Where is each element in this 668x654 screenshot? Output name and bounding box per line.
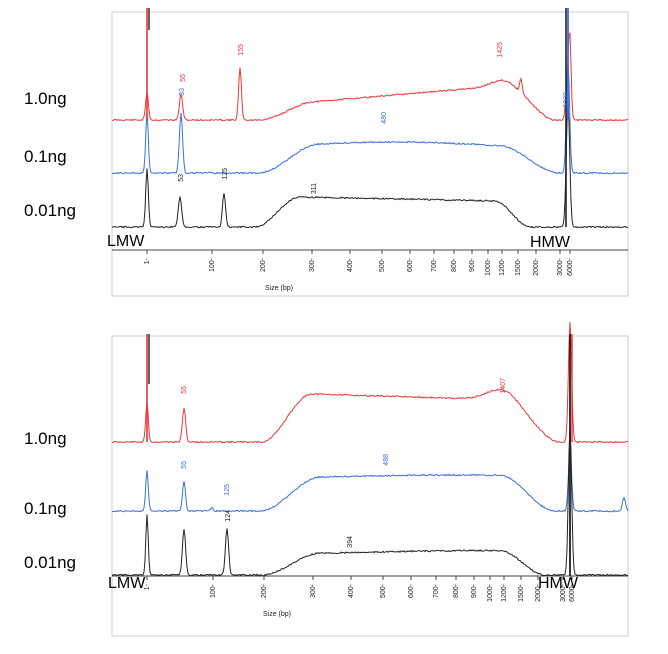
concentration-label: 1.0ng	[24, 429, 67, 448]
x-tick-label: 500-	[380, 583, 387, 598]
peak-label: 55	[181, 386, 188, 394]
plot-frame	[111, 11, 629, 297]
x-tick-label: 1500-	[518, 583, 525, 602]
x-tick-label: 800-	[453, 583, 460, 598]
concentration-label: 0.1ng	[24, 147, 67, 166]
hmw-label: HMW	[530, 234, 571, 251]
peak-label: 55	[180, 74, 187, 82]
concentration-label: 0.01ng	[24, 201, 76, 220]
x-axis-title: Size (bp)	[263, 611, 291, 618]
peak-label: 1407	[500, 378, 507, 394]
x-tick-label: 6000-	[569, 583, 576, 602]
x-tick-label: 6000-	[567, 257, 574, 276]
x-tick-label: 300-	[309, 257, 316, 272]
peak-label: 53	[178, 174, 185, 182]
plot-frame	[111, 335, 629, 637]
chart-bottom-svg: 1- 100- 200- 300- 400- 500- 600- 700- 800- 900- 10…	[24, 322, 629, 637]
hmw-label: HMW	[538, 575, 579, 592]
x-tick-label: 800-	[451, 257, 458, 272]
x-tick-label: 1200-	[499, 257, 506, 276]
x-axis-title: Size (bp)	[265, 285, 293, 292]
lmw-label: LMW	[107, 233, 145, 250]
trace-0-1ng	[111, 62, 629, 175]
x-tick-label: 1000-	[485, 257, 492, 276]
peak-label: 480	[381, 112, 388, 124]
peak-label-occluded: 6000	[563, 92, 570, 108]
peak-label: 311	[311, 183, 318, 194]
trace-0-01ng	[111, 425, 629, 577]
x-tick-label: 3000-	[560, 583, 567, 602]
trace-0-01ng	[111, 101, 629, 229]
peak-label: 394	[347, 536, 354, 548]
x-tick-label: 500-	[379, 257, 386, 272]
peak-label: 124	[225, 510, 232, 522]
x-tick-label: 1000-	[487, 583, 494, 602]
x-tick-label: 100-	[209, 257, 216, 272]
electropherogram-top: 1- 100- 200- 300- 400- 500- 600- 700- 800- 900- 10…	[0, 0, 668, 318]
peak-label: 1425	[497, 42, 504, 58]
peak-label: 125	[224, 484, 231, 496]
x-tick-label: 400-	[348, 583, 355, 598]
trace-0-1ng	[111, 451, 629, 513]
x-tick-label: 200-	[261, 583, 268, 598]
x-tick-label: 600-	[407, 257, 414, 272]
peak-label: 53	[179, 88, 186, 96]
concentration-label: 0.1ng	[24, 499, 67, 518]
x-tick-label: 700-	[431, 257, 438, 272]
electropherogram-bottom: 1- 100- 200- 300- 400- 500- 600- 700- 800- 900- 10…	[0, 322, 668, 642]
x-tick-label: 700-	[433, 583, 440, 598]
chart-top-svg: 1- 100- 200- 300- 400- 500- 600- 700- 800- 900- 10…	[24, 8, 629, 297]
x-tick-label: 100-	[210, 583, 217, 598]
trace-1-0ng	[111, 31, 629, 122]
x-tick-label: 200-	[260, 257, 267, 272]
x-tick-label: 2000-	[535, 583, 542, 602]
lmw-label: LMW	[108, 575, 146, 592]
x-tick-label: 1200-	[501, 583, 508, 602]
x-tick-label: 1500-	[515, 257, 522, 276]
concentration-label: 0.01ng	[24, 553, 76, 572]
x-tick-label: 2000-	[533, 257, 540, 276]
x-tick-label: 3000-	[557, 257, 564, 276]
peak-label: 55	[181, 461, 188, 469]
x-tick-label: 400-	[347, 257, 354, 272]
x-tick-label: 900-	[471, 583, 478, 598]
peak-label: 488	[383, 454, 390, 466]
x-tick-label: 1-	[144, 583, 151, 590]
x-tick-label: 600-	[408, 583, 415, 598]
x-tick-label: 1-	[144, 257, 151, 264]
x-tick-label: 300-	[310, 583, 317, 598]
peak-label: 125	[222, 168, 229, 180]
concentration-label: 1.0ng	[24, 89, 67, 108]
x-tick-label: 900-	[469, 257, 476, 272]
peak-label: 155	[238, 44, 245, 56]
trace-1-0ng	[111, 322, 629, 444]
